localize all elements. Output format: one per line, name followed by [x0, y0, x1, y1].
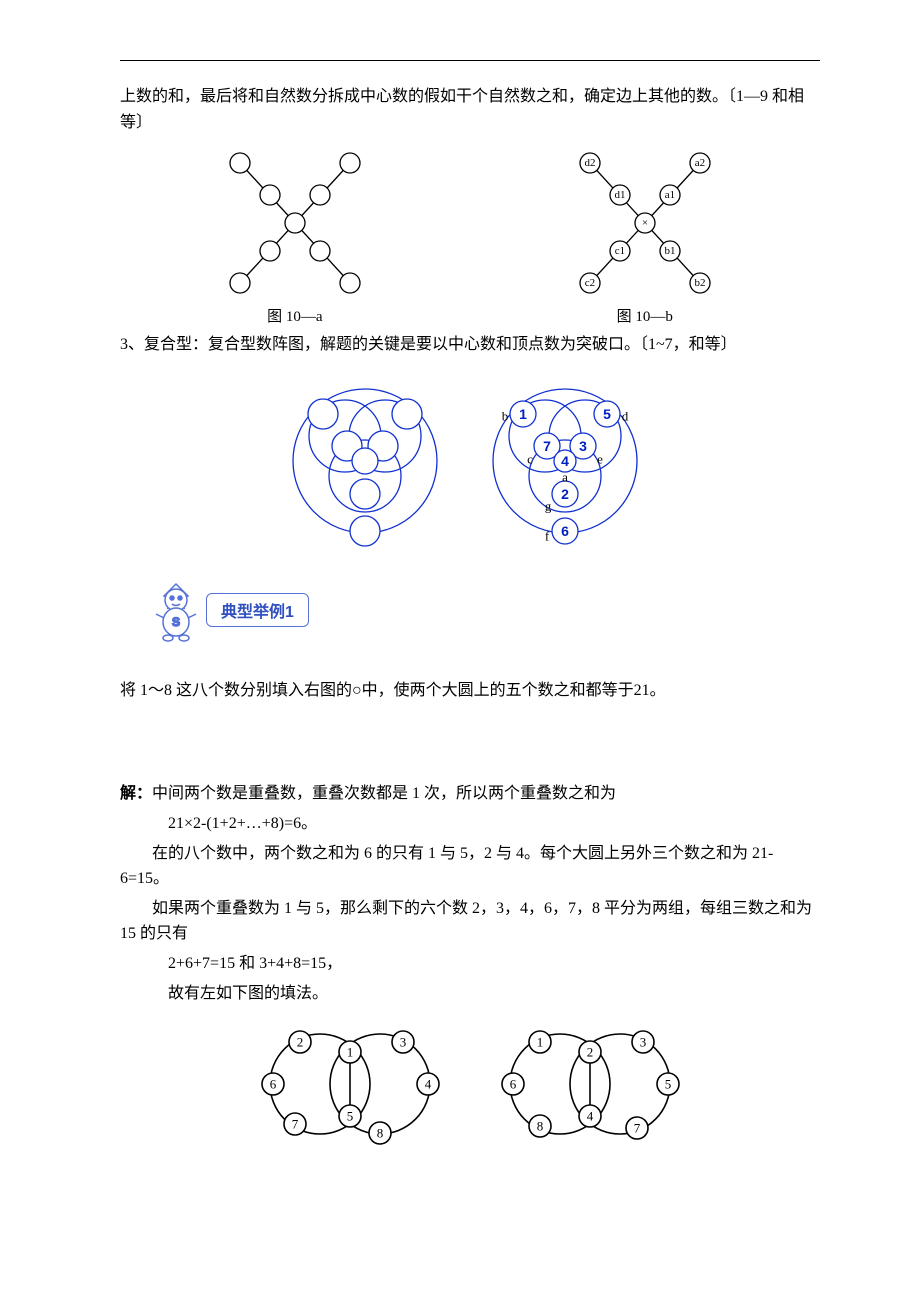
fig10b-d1: d1: [615, 189, 626, 201]
al-cb: 5: [347, 1109, 354, 1124]
header-rule: [120, 60, 820, 61]
figure-10-row: × d1 d2 a1 a2 c1 c2 b1 b2: [120, 143, 820, 303]
compound-right: 1 5 7 3 4 2 6 b d c e a g f: [465, 366, 665, 556]
answer-right: 1 6 8 2 4 3 5 7: [485, 1012, 695, 1152]
sol-line-2: 21×2-(1+2+…+8)=6。: [120, 811, 820, 837]
fig10b-b2: b2: [695, 277, 706, 289]
cmp-n6: 6: [561, 523, 569, 539]
compound-left: [275, 366, 455, 556]
al-rt: 3: [400, 1035, 407, 1050]
al-rm: 4: [425, 1077, 432, 1092]
fig10b-c2: c2: [585, 277, 595, 289]
compound-row: 1 5 7 3 4 2 6 b d c e a g f: [120, 366, 820, 556]
answer-diagrams: 2 6 7 1 5 3 4 8 1 6 8 2 4: [120, 1012, 820, 1152]
sol-text-1: 中间两个数是重叠数，重叠次数都是 1 次，所以两个重叠数之和为: [152, 785, 616, 802]
paragraph-1: 上数的和，最后将和自然数分拆成中心数的假如干个自然数之和，确定边上其他的数。〔1…: [120, 84, 820, 135]
fig10a-caption: 图 10—a: [267, 305, 322, 326]
figure-10a: [210, 143, 380, 303]
cmp-n1: 1: [519, 406, 527, 422]
cmp-lb-e: e: [597, 451, 603, 466]
al-lb: 7: [292, 1117, 299, 1132]
cmp-lb-f: f: [545, 528, 550, 543]
ar-cb: 4: [587, 1109, 594, 1124]
cmp-n5: 5: [603, 406, 611, 422]
ar-rb: 7: [634, 1121, 641, 1136]
sol-line-1: 解：中间两个数是重叠数，重叠次数都是 1 次，所以两个重叠数之和为: [120, 781, 820, 807]
cmp-lb-a: a: [562, 469, 568, 484]
figure-10-captions: 图 10—a 图 10—b: [120, 305, 820, 326]
cmp-n3: 3: [579, 438, 587, 454]
cmp-lb-g: g: [545, 498, 552, 513]
sol-line-6: 故有左如下图的填法。: [120, 981, 820, 1007]
cmp-n7: 7: [543, 438, 551, 454]
paragraph-2: 3、复合型：复合型数阵图，解题的关键是要以中心数和顶点数为突破口。〔1~7，和等…: [120, 332, 820, 358]
cmp-n4: 4: [561, 453, 569, 469]
figure-10b: × d1 d2 a1 a2 c1 c2 b1 b2: [560, 143, 730, 303]
cmp-lb-c: c: [527, 451, 533, 466]
cmp-n2: 2: [561, 486, 569, 502]
fig10b-a2: a2: [695, 157, 705, 169]
fig10b-b1: b1: [665, 245, 676, 257]
al-lm: 6: [270, 1077, 277, 1092]
fig10b-center: ×: [642, 217, 648, 229]
fig10b-a1: a1: [665, 189, 675, 201]
answer-left: 2 6 7 1 5 3 4 8: [245, 1012, 455, 1152]
al-lt: 2: [297, 1035, 304, 1050]
al-ct: 1: [347, 1045, 354, 1060]
cmp-lb-d: d: [622, 408, 629, 423]
ar-rt: 3: [640, 1035, 647, 1050]
sol-line-5: 2+6+7=15 和 3+4+8=15，: [120, 951, 820, 977]
fig10b-d2: d2: [585, 157, 596, 169]
ar-ct: 2: [587, 1045, 594, 1060]
example-1-header: S 典型举例1: [150, 578, 309, 642]
ar-rm: 5: [665, 1077, 672, 1092]
fig10b-caption: 图 10—b: [617, 305, 673, 326]
sol-line-4: 如果两个重叠数为 1 与 5，那么剩下的六个数 2，3，4，6，7，8 平分为两…: [120, 896, 820, 947]
ar-lb: 8: [537, 1119, 544, 1134]
ar-lt: 1: [537, 1035, 544, 1050]
sol-line-3: 在的八个数中，两个数之和为 6 的只有 1 与 5，2 与 4。每个大圆上另外三…: [120, 841, 820, 892]
cmp-lb-b: b: [502, 408, 509, 423]
svg-text:S: S: [172, 615, 180, 629]
mascot-icon: S: [150, 578, 202, 642]
spacer: [120, 707, 820, 777]
sol-label: 解：: [120, 785, 152, 802]
example-1-label: 典型举例1: [206, 593, 309, 627]
paragraph-3: 将 1～8 这八个数分别填入右图的○中，使两个大圆上的五个数之和都等于21。: [120, 678, 820, 704]
fig10b-c1: c1: [615, 245, 625, 257]
al-rb: 8: [377, 1126, 384, 1141]
ar-lm: 6: [510, 1077, 517, 1092]
